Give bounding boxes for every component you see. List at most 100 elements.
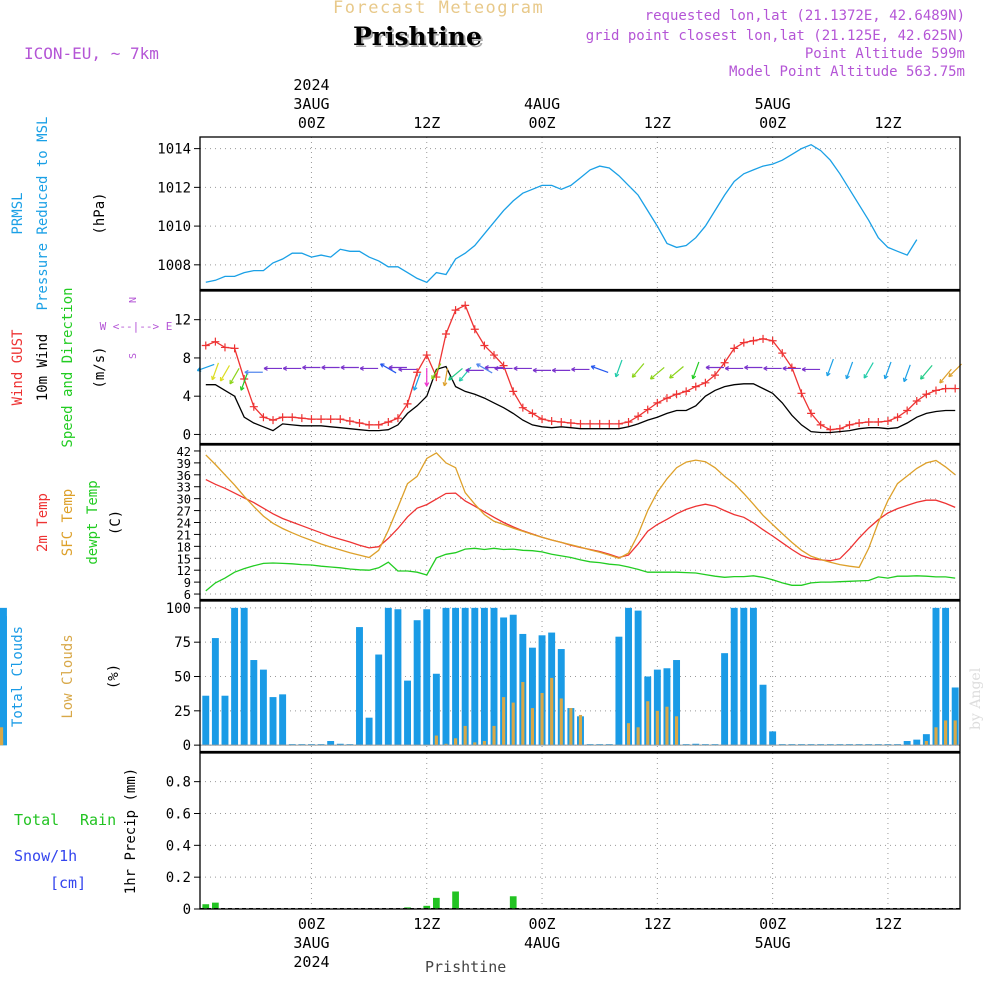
gust-marker: [941, 384, 950, 393]
rain-bar: [509, 896, 517, 909]
wind-arrow: [244, 369, 263, 375]
wind-arrow-head: [902, 377, 908, 383]
wind-arrow-shaft: [884, 361, 892, 380]
total-clouds-bar: [471, 607, 479, 746]
series-line-dewpt-temp: [205, 547, 956, 592]
gust-marker: [365, 420, 374, 429]
total-clouds-bar: [500, 617, 508, 746]
wind-arrow-head: [239, 386, 245, 391]
total-clouds-bar: [423, 609, 431, 746]
gust-marker: [691, 382, 700, 391]
gust-marker: [903, 406, 912, 415]
wind-arrow-head: [359, 366, 364, 371]
wind-arrow-shaft: [615, 359, 623, 378]
gust-marker: [624, 418, 633, 427]
total-clouds-bar: [922, 734, 930, 746]
gust-marker: [614, 419, 623, 428]
wind-arrow: [724, 366, 744, 371]
panel-wind: 0 4 8 12 Wind GUST 10m Wind Speed and Directio…: [10, 287, 962, 448]
wind-arrow-head: [845, 374, 850, 380]
wind-arrow: [705, 365, 724, 370]
gust-marker: [730, 344, 739, 353]
gust-marker: [201, 341, 210, 350]
top-time-label: 12Z: [874, 114, 901, 132]
wind-arrow: [691, 361, 700, 380]
y-tick-label: 1014: [157, 142, 191, 158]
grid-point-coords: grid point closest lon,lat (21.125E, 42.…: [585, 28, 965, 44]
wind-arrow-head: [590, 365, 596, 370]
wind-arrow: [571, 366, 590, 372]
y-tick-label: 0.2: [166, 870, 191, 886]
wind-arrow-head: [939, 378, 944, 384]
wind-arrow-head: [282, 366, 288, 371]
total-clouds-bar: [269, 697, 277, 746]
wind-arrow: [649, 366, 665, 380]
low-clouds-bar: [636, 727, 640, 746]
y-tick-label: 8: [183, 351, 191, 367]
wind-arrow-shaft: [591, 365, 609, 374]
compass-west-east: W <--|--> E: [100, 320, 173, 333]
gust-marker: [518, 403, 527, 412]
total-clouds-bar: [221, 695, 229, 746]
wind-arrow: [919, 365, 933, 380]
gust-marker: [220, 343, 229, 352]
wind-arrow: [219, 365, 231, 382]
wind-arrow: [883, 361, 892, 380]
y-axis-label: Total Clouds: [10, 626, 26, 727]
wind-arrow: [431, 363, 442, 380]
wind-arrow-shaft: [903, 364, 911, 382]
wind-arrow: [340, 365, 359, 370]
total-clouds-bar: [721, 653, 729, 746]
low-clouds-bar: [646, 701, 650, 746]
gust-marker: [422, 351, 431, 360]
low-clouds-bar: [626, 723, 631, 746]
wind-arrow-head: [614, 372, 620, 378]
wind-arrow-shaft: [380, 363, 397, 374]
top-time-label: 12Z: [644, 114, 671, 132]
legend-total-rain: Total: [14, 811, 59, 829]
total-clouds-bar: [692, 743, 700, 746]
low-clouds-bar: [463, 725, 467, 746]
total-clouds-bar: [432, 673, 440, 746]
top-time-label: 00Z: [298, 114, 325, 132]
wind-arrow-shaft: [211, 362, 220, 380]
wind-arrow: [744, 365, 763, 370]
total-clouds-bar: [231, 607, 239, 746]
low-clouds-bar: [550, 677, 554, 746]
panel-precip: 0 0.2 0.4 0.6 0.8 1hr Precip (mm) Total RainSno…: [14, 752, 961, 918]
wind-arrow: [458, 366, 472, 382]
wind-arrow-shaft: [939, 368, 952, 384]
gust-marker: [931, 386, 940, 395]
gust-marker: [586, 419, 595, 428]
gust-marker: [345, 417, 354, 426]
gust-marker: [403, 399, 412, 408]
total-clouds-bar: [730, 607, 738, 746]
y-axis-label: (hPa): [92, 192, 108, 234]
y-tick-label: 30: [177, 493, 191, 507]
y-tick-label: 0: [183, 427, 191, 443]
y-axis-label: 2m Temp: [35, 493, 51, 552]
y-tick-label: 36: [177, 469, 191, 483]
gust-marker: [893, 413, 902, 422]
wind-arrow-shaft: [458, 366, 472, 382]
gust-marker: [278, 413, 287, 422]
gust-marker: [259, 413, 268, 422]
wind-arrow-head: [321, 365, 326, 370]
wind-arrow-head: [494, 366, 499, 371]
footer-location: Prishtine: [425, 958, 507, 976]
gust-marker: [509, 387, 518, 396]
wind-arrow: [398, 366, 417, 372]
y-axis-label: Low Clouds: [60, 634, 76, 718]
low-clouds-bar: [502, 697, 506, 746]
low-clouds-bar: [540, 692, 544, 746]
wind-arrow: [494, 366, 513, 371]
wind-arrow: [424, 368, 430, 387]
wind-arrow: [513, 366, 532, 371]
gust-marker: [288, 413, 297, 422]
y-tick-label: 0.8: [166, 775, 191, 791]
gust-marker: [230, 344, 239, 353]
wind-arrow: [826, 358, 834, 377]
wind-arrow-shaft: [650, 366, 665, 380]
wind-arrow-head: [863, 374, 868, 379]
